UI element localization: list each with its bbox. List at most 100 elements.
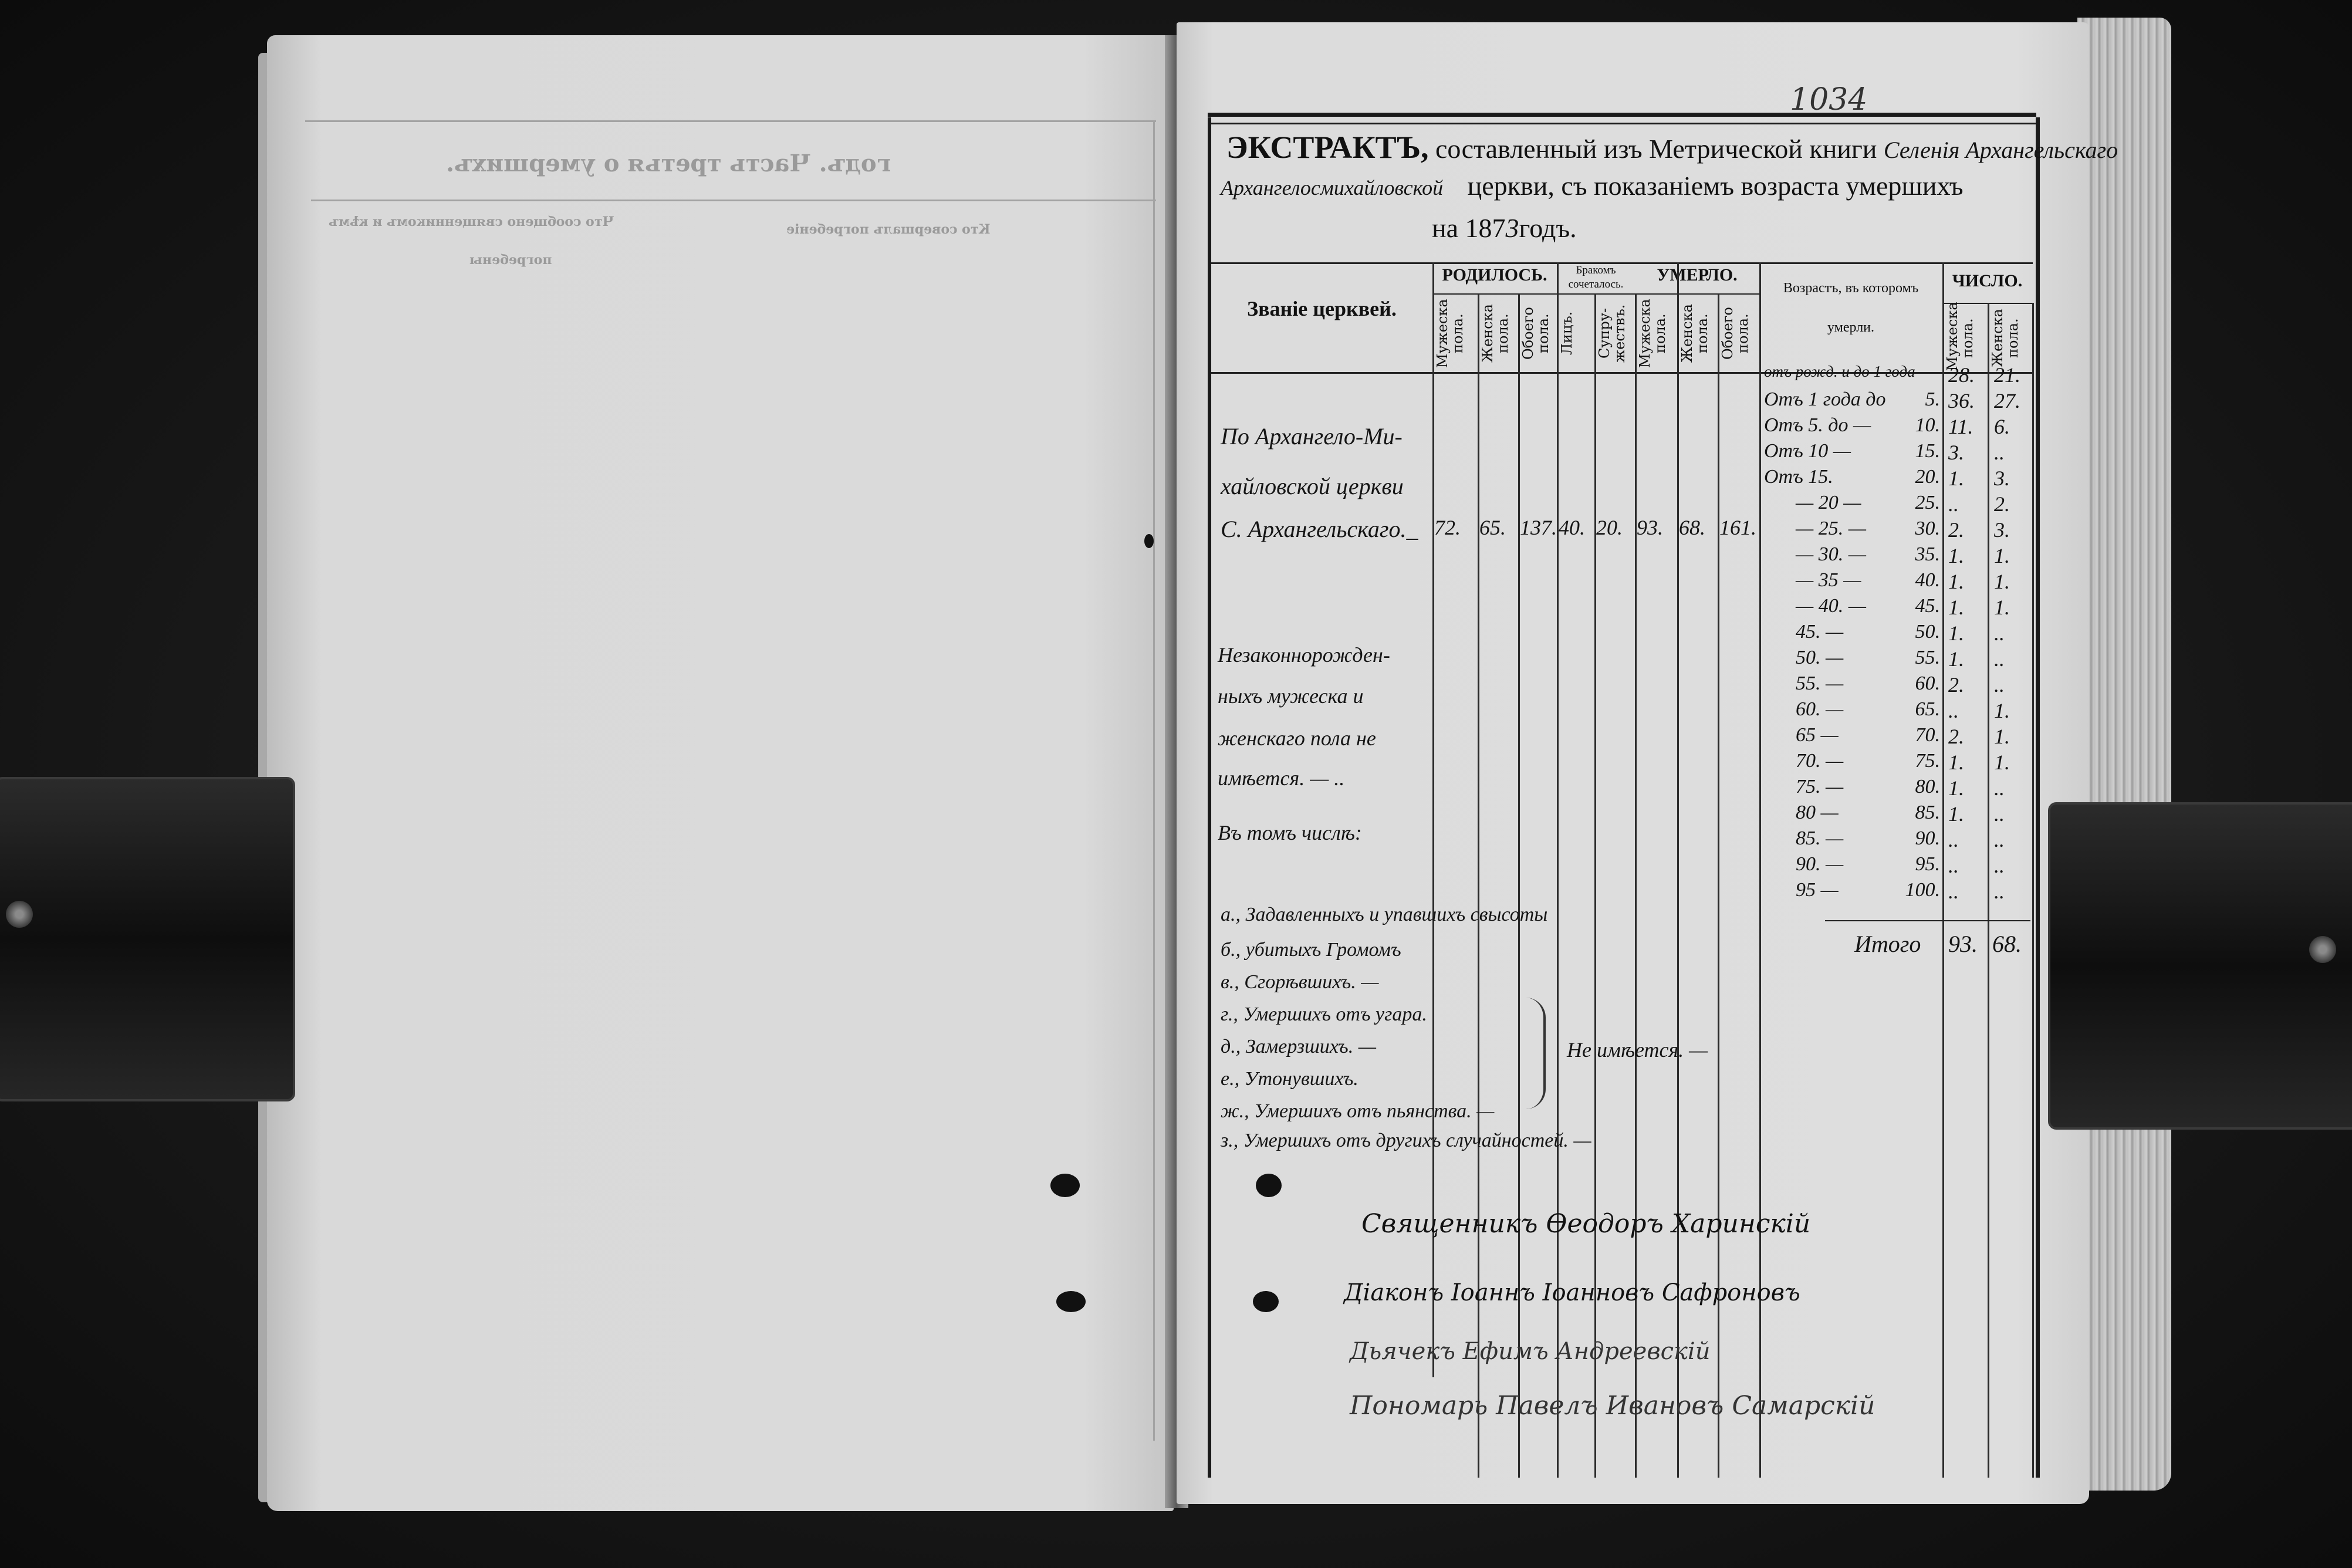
church-entry-value: 93. bbox=[1637, 516, 1663, 539]
col-married-2: сочеталось. bbox=[1568, 278, 1624, 290]
illegitimate-line: женскаго пола не bbox=[1218, 726, 1376, 750]
age-row-male: .. bbox=[1948, 854, 1959, 877]
age-row-from: — 40. — bbox=[1796, 595, 1866, 617]
right-page-edges bbox=[2077, 18, 2171, 1491]
table-column-rule bbox=[1988, 303, 1989, 1478]
age-row-from: отъ рожд. и до 1 года bbox=[1764, 363, 1915, 380]
folio-number: 1034 bbox=[1790, 82, 1868, 117]
age-row-to: 55. bbox=[1915, 647, 1941, 668]
count-subheader-2: Женска пола. bbox=[1989, 309, 2021, 367]
age-row-to: 90. bbox=[1915, 827, 1941, 849]
age-row-female: 1. bbox=[1994, 596, 2010, 619]
age-row-to: 65. bbox=[1915, 698, 1941, 720]
age-row-female: .. bbox=[1994, 828, 2005, 851]
age-row-from: 65 — bbox=[1796, 724, 1839, 746]
binding-hole bbox=[1256, 1174, 1282, 1197]
age-row-from: Отъ 5. до — bbox=[1764, 414, 1871, 436]
year-prefix: на 187 bbox=[1432, 213, 1506, 243]
cause-line: е., Утонувшихъ. bbox=[1221, 1068, 1359, 1090]
age-row-from: — 25. — bbox=[1796, 518, 1866, 539]
age-row-male: .. bbox=[1948, 828, 1959, 851]
bleed-rule-top bbox=[305, 120, 1156, 122]
header-top-rule bbox=[1211, 262, 2033, 264]
age-row-female: .. bbox=[1994, 880, 2005, 903]
age-row-to: 5. bbox=[1925, 388, 1941, 410]
age-row-to: 20. bbox=[1915, 466, 1941, 488]
extract-title-line3: на 1873годъ. bbox=[1432, 212, 1577, 244]
frame-top-rule bbox=[1208, 113, 2036, 124]
age-row-male: 1. bbox=[1948, 802, 1964, 826]
age-row-from: 70. — bbox=[1796, 750, 1844, 772]
age-row-to: 60. bbox=[1915, 673, 1941, 694]
ink-dot bbox=[1144, 534, 1154, 548]
table-column-rule bbox=[1478, 293, 1479, 1478]
signature: Пономарь Павелъ Ивановъ Самарскій bbox=[1350, 1391, 1875, 1421]
col-born: РОДИЛОСЬ. bbox=[1442, 265, 1547, 285]
subheader-5: Супру-жествъ. bbox=[1596, 304, 1628, 363]
age-row-from: 50. — bbox=[1796, 647, 1844, 668]
table-column-rule bbox=[2032, 303, 2034, 1478]
age-row-to: 75. bbox=[1915, 750, 1941, 772]
illegitimate-line: имѣется. — .. bbox=[1218, 766, 1345, 790]
subheader-8: Обоего пола. bbox=[1719, 307, 1751, 360]
age-row-from: — 35 — bbox=[1796, 569, 1861, 591]
age-row-female: .. bbox=[1994, 647, 2005, 671]
age-row-male: 36. bbox=[1948, 389, 1975, 413]
age-row-from: 85. — bbox=[1796, 827, 1844, 849]
age-row-male: 11. bbox=[1948, 415, 1973, 438]
age-row-female: 6. bbox=[1994, 415, 2010, 438]
church-entry-value: 161. bbox=[1719, 516, 1756, 539]
table-column-rule bbox=[1677, 262, 1679, 1478]
binding-hole bbox=[1056, 1291, 1086, 1312]
subheader-3: Обоего пола. bbox=[1520, 307, 1552, 360]
count-subheader-1: Мужеска пола. bbox=[1944, 302, 1976, 371]
age-row-male: .. bbox=[1948, 492, 1959, 516]
subheader-4: Лицъ. bbox=[1559, 311, 1575, 356]
totals-label: Итого bbox=[1854, 931, 1921, 957]
age-row-from: 90. — bbox=[1796, 853, 1844, 875]
age-row-male: 1. bbox=[1948, 647, 1964, 671]
binding-hole bbox=[1253, 1291, 1279, 1312]
count-group-rule bbox=[1942, 303, 2032, 304]
age-row-from: 55. — bbox=[1796, 673, 1844, 694]
totals-male: 93. bbox=[1948, 931, 1978, 957]
age-row-female: 1. bbox=[1994, 699, 2010, 722]
subheader-6: Мужеска пола. bbox=[1637, 299, 1668, 368]
col-age-1: Возрастъ, въ которомъ bbox=[1783, 281, 1919, 296]
age-row-male: .. bbox=[1948, 880, 1959, 903]
age-row-female: .. bbox=[1994, 673, 2005, 697]
age-row-female: .. bbox=[1994, 854, 2005, 877]
age-row-female: 2. bbox=[1994, 492, 2010, 516]
signature: Священникъ Өеодоръ Харинскій bbox=[1361, 1209, 1811, 1239]
age-row-to: 30. bbox=[1915, 518, 1941, 539]
col-age-2: умерли. bbox=[1827, 320, 1875, 335]
causes-note: Не имѣется. — bbox=[1567, 1038, 1708, 1062]
totals-rule bbox=[1825, 920, 2030, 921]
header-bottom-rule bbox=[1211, 372, 2033, 374]
illegitimate-line: Незаконнорожден- bbox=[1218, 643, 1390, 667]
age-row-to: 50. bbox=[1915, 621, 1941, 643]
age-row-from: 60. — bbox=[1796, 698, 1844, 720]
age-row-to: 35. bbox=[1915, 543, 1941, 565]
cause-line: б., убитыхъ Громомъ bbox=[1221, 939, 1401, 961]
title-printed: составленный изъ Метрической книги bbox=[1435, 134, 1877, 164]
signature: Дьячекъ Ефимъ Андреевскій bbox=[1350, 1338, 1711, 1365]
totals-female: 68. bbox=[1992, 931, 2022, 957]
left-book-clip bbox=[0, 777, 295, 1101]
church-entry-value: 137. bbox=[1520, 516, 1557, 539]
age-row-from: 75. — bbox=[1796, 776, 1844, 797]
church-entry-line: хайловской церкви bbox=[1221, 473, 1404, 499]
church-entry-value: 72. bbox=[1434, 516, 1461, 539]
year-digit: 3 bbox=[1505, 213, 1519, 243]
clip-screw-icon bbox=[6, 901, 33, 928]
age-row-male: 1. bbox=[1948, 751, 1964, 774]
cause-line: а., Задавленныхъ и упавшихъ свысоты bbox=[1221, 904, 1548, 925]
age-row-to: 80. bbox=[1915, 776, 1941, 797]
age-row-to: 45. bbox=[1915, 595, 1941, 617]
church-entry-value: 40. bbox=[1559, 516, 1585, 539]
church-entry-value: 20. bbox=[1596, 516, 1623, 539]
age-row-male: 2. bbox=[1948, 673, 1964, 697]
age-row-from: Отъ 1 года до bbox=[1764, 388, 1886, 410]
table-column-rule bbox=[1718, 293, 1719, 1478]
age-row-from: 80 — bbox=[1796, 802, 1839, 823]
